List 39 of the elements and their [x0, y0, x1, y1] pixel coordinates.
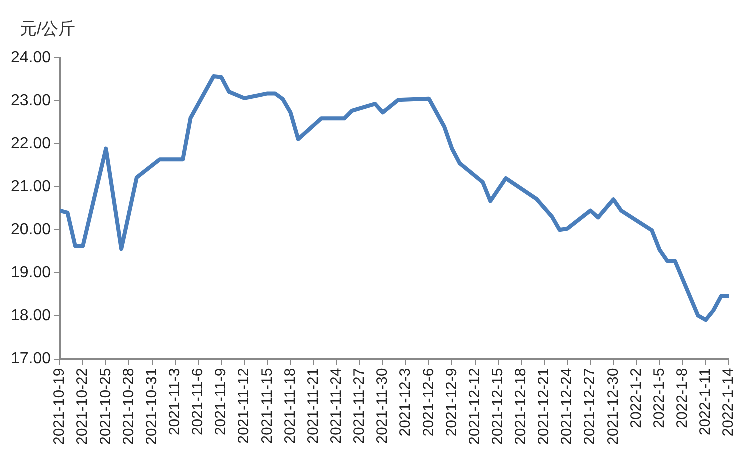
x-tick-label: 2021-11-6 [190, 368, 207, 436]
y-tick-label: 18.00 [10, 308, 52, 325]
x-tick-label: 2021-11-27 [351, 368, 368, 444]
x-tick-label: 2021-11-9 [212, 368, 230, 436]
y-tick-label: 21.00 [10, 178, 52, 196]
x-tick-label: 2021-12-3 [397, 368, 414, 437]
x-tick-label: 2021-12-30 [604, 368, 622, 446]
x-tick-label: 2021-11-12 [236, 368, 253, 444]
x-tick-label: 2022-1-5 [650, 368, 668, 428]
x-tick-label: 2021-11-30 [374, 368, 392, 444]
x-tick-label: 2021-10-28 [120, 368, 138, 446]
x-tick-label: 2021-11-24 [328, 368, 345, 444]
x-tick-label: 2021-12-12 [466, 368, 484, 446]
x-tick-label: 2021-10-22 [74, 368, 92, 446]
x-tick-label: 2021-12-9 [443, 368, 460, 437]
x-tick-label: 2021-10-25 [97, 368, 114, 446]
x-tick-label: 2022-1-2 [628, 368, 645, 428]
x-tick-label: 2021-12-18 [512, 368, 530, 446]
x-tick-label: 2021-12-24 [558, 368, 576, 446]
x-tick-label: 2022-1-11 [697, 368, 714, 436]
x-tick-label: 2021-11-15 [258, 368, 276, 444]
y-tick-label: 20.00 [10, 222, 52, 239]
x-tick-label: 2022-1-14 [720, 368, 738, 437]
x-tick-label: 2021-11-21 [304, 368, 322, 444]
y-axis-title: 元/公斤 [20, 20, 76, 39]
x-tick-label: 2021-10-31 [143, 368, 160, 446]
y-tick-label: 19.00 [10, 264, 52, 282]
y-tick-label: 17.00 [10, 350, 52, 368]
x-tick-label: 2022-1-8 [674, 368, 692, 428]
x-tick-label: 2021-12-6 [420, 368, 438, 437]
x-tick-label: 2021-11-18 [282, 368, 299, 444]
x-tick-label: 2021-12-21 [536, 368, 553, 446]
y-tick-label: 22.00 [10, 135, 52, 152]
x-tick-label: 2021-12-27 [582, 368, 599, 446]
x-tick-label: 2021-11-3 [166, 368, 184, 436]
x-tick-label: 2021-10-19 [51, 368, 68, 446]
x-tick-label: 2021-12-15 [489, 368, 506, 446]
y-tick-label: 24.00 [10, 49, 52, 66]
y-tick-label: 23.00 [10, 92, 52, 110]
